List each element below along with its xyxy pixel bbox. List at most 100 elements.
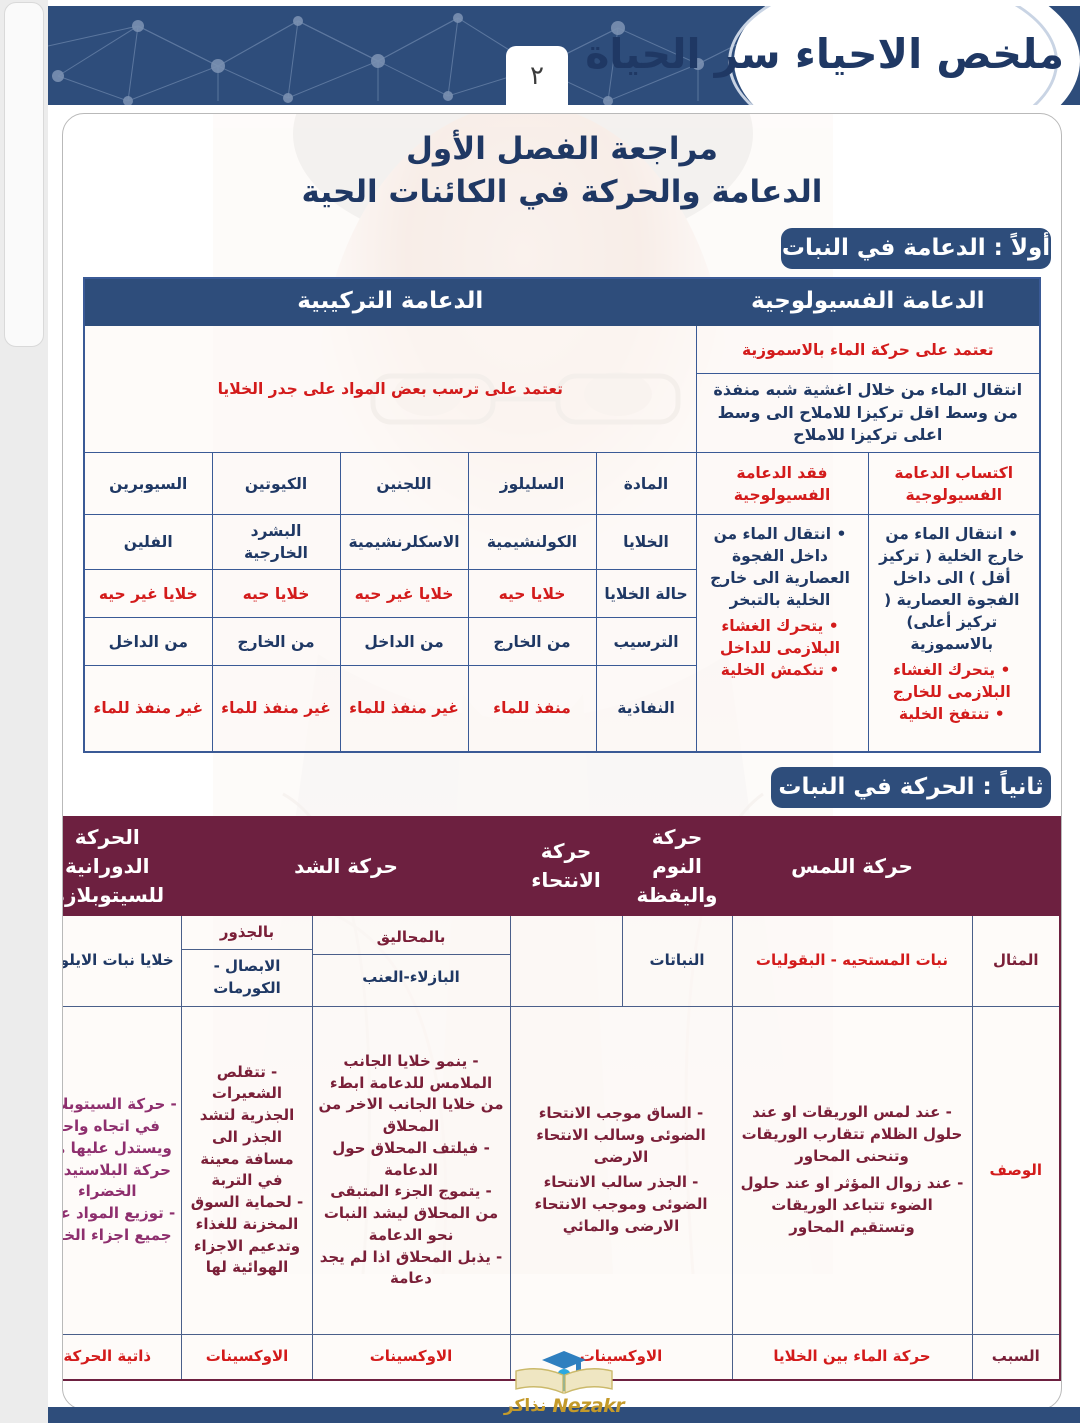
- document-title: مراجعة الفصل الأول الدعامة والحركة في ال…: [63, 114, 1061, 214]
- table2-row-example: المثال نبات المستحيه - البقوليات النباتا…: [63, 914, 1061, 1007]
- desc-touch-0: - عند لمس الوريقات او عند حلول الظلام تت…: [741, 1103, 963, 1165]
- desc-tendrils-2: - يتموج الجزء المتبقى من المحلاق ليشد ال…: [323, 1182, 499, 1244]
- desc-tropism-1: - الجذر سالب الانتحاء الضوئى وموجب الانت…: [534, 1173, 708, 1235]
- cell-substance-suberin: السيوبرين: [83, 452, 213, 516]
- cell-reason-tendrils: الاوكسينات: [311, 1333, 511, 1381]
- cell-perm-epidermis: غير منفذ للماء: [211, 665, 341, 753]
- cell-cells-cork: الفلين: [83, 514, 213, 571]
- row-label-reason: السبب: [971, 1333, 1061, 1381]
- cell-deposit-sclerenchyma: من الداخل: [339, 617, 469, 667]
- cell-desc-cyclosis: - حركة السيتوبلازم في اتجاه واحد ويستدل …: [63, 1005, 183, 1335]
- content-card: مراجعة الفصل الأول الدعامة والحركة في ال…: [62, 113, 1062, 1410]
- desc-tropism-0: - الساق موجب الانتحاء الضوئى وسالب الانت…: [536, 1104, 706, 1166]
- cell-example-touch: نبات المستحيه - البقوليات: [731, 914, 973, 1007]
- cell-reason-cyclosis: ذاتية الحركة: [63, 1333, 183, 1381]
- cell-substance-cutin: الكيوتين: [211, 452, 341, 516]
- banner-title: ملخص الاحياء سر الحياة: [585, 30, 1065, 78]
- cell-cells-collenchyma: الكولنشيمية: [467, 514, 597, 571]
- cell-desc-tropism: - الساق موجب الانتحاء الضوئى وسالب الانت…: [509, 1005, 733, 1335]
- site-logo: Nezakr نذاكر: [479, 1349, 649, 1417]
- table-row-headers: الدعامة الفسيولوجية الدعامة التركيبية: [83, 277, 1041, 327]
- desc-touch-1: - عند زوال المؤثر او عند حلول الضوء تتبا…: [740, 1174, 964, 1236]
- bottom-bar-decoration: [48, 1407, 1080, 1423]
- page-sheet: ملخص الاحياء سر الحياة ٢: [48, 0, 1080, 1423]
- cell-desc-touch: - عند لمس الوريقات او عند حلول الظلام تت…: [731, 1005, 973, 1335]
- section-1-chip: أولاً : الدعامة في النبات: [781, 227, 1051, 269]
- cell-deposit-collenchyma: من الخارج: [467, 617, 597, 667]
- table-row-subheaders: اكتساب الدعامة الفسيولوجية فقد الدعامة ا…: [83, 452, 1041, 516]
- desc-tendrils-3: - يذبل المحلاق اذا لم يجد دعامة: [319, 1247, 503, 1288]
- cell-state-cork: خلايا غير حيه: [83, 569, 213, 619]
- document-title-line1: مراجعة الفصل الأول: [406, 131, 718, 167]
- cell-desc-roots: - تتقلص الشعيرات الجذرية لتشد الجذر الى …: [181, 1005, 313, 1335]
- movement-in-plants-table: حركة اللمس حركة النوم واليقظة حركة الانت…: [63, 815, 1061, 1382]
- logo-name-arabic: نذاكر: [503, 1396, 547, 1416]
- cell-loss-support-header: فقد الدعامة الفسيولوجية: [695, 452, 869, 516]
- cell-perm-cork: غير منفذ للماء: [83, 665, 213, 753]
- cell-reason-roots: الاوكسينات: [181, 1333, 313, 1381]
- row-label-example: المثال: [971, 914, 1061, 1007]
- header-sleep-wake-movement: حركة النوم واليقظة: [621, 816, 733, 916]
- gain-item-2: • تنتفخ الخلية: [898, 705, 1005, 724]
- cell-deposit-epidermis: من الخارج: [211, 617, 341, 667]
- table2-row-headers: حركة اللمس حركة النوم واليقظة حركة الانت…: [63, 816, 1061, 916]
- loss-item-1: • يتحرك الغشاء البلازمى للداخل: [719, 617, 841, 658]
- cell-substance-cellulose: السليلوز: [467, 452, 597, 516]
- header-touch-movement: حركة اللمس: [731, 816, 973, 916]
- tendrils-value: البازلاء-العنب: [362, 968, 460, 987]
- gain-item-1: • يتحرك الغشاء البلازمى للخارج: [892, 661, 1011, 702]
- graduation-book-icon: [515, 1351, 613, 1395]
- cell-example-tropism: [509, 914, 623, 1007]
- document-title-line2: الدعامة والحركة في الكائنات الحية: [301, 173, 823, 210]
- cell-example-roots: بالجذور الابصال - الكورمات: [181, 914, 313, 1007]
- support-in-plants-table: الدعامة الفسيولوجية الدعامة التركيبية تع…: [82, 276, 1042, 753]
- cell-perm-collenchyma: منفذ للماء: [467, 665, 597, 753]
- roots-value: الابصال - الكورمات: [213, 957, 281, 998]
- desc-tendrils-1: - فيلتف المحلاق حول الدعامة: [332, 1138, 490, 1179]
- header-physiological-support: الدعامة الفسيولوجية: [695, 277, 1041, 327]
- table2-row-description: الوصف - عند لمس الوريقات او عند حلول الظ…: [63, 1005, 1061, 1335]
- desc-roots-1: - لحماية السوق المخزنة للغذاء وتدعيم الا…: [190, 1193, 304, 1277]
- tendrils-label: بالمحاليق: [312, 921, 510, 956]
- cell-deposit-cork: من الداخل: [83, 617, 213, 667]
- cell-gain-support-list: • انتقال الماء من خارج الخلية ( تركيز أق…: [867, 514, 1041, 753]
- cell-cells-sclerenchyma: الاسكلرنشيمية: [339, 514, 469, 571]
- cell-gain-support-header: اكتساب الدعامة الفسيولوجية: [867, 452, 1041, 516]
- table2-row-reason: السبب حركة الماء بين الخلايا الاوكسينات …: [63, 1333, 1061, 1381]
- page-number-badge: ٢: [506, 46, 568, 106]
- cell-physiological-basis: تعتمد على حركة الماء بالاسموزية: [695, 325, 1041, 375]
- gain-item-0: • انتقال الماء من خارج الخلية ( تركيز أق…: [879, 525, 1025, 654]
- header-cyclosis-movement: الحركة الدورانية للسيتوبلازم: [63, 816, 183, 916]
- cell-row-label-substance: المادة: [595, 452, 697, 516]
- cell-example-cyclosis: خلايا نبات الايلوديا: [63, 914, 183, 1007]
- table-row-cells: • انتقال الماء من خارج الخلية ( تركيز أق…: [83, 514, 1041, 753]
- cell-state-sclerenchyma: خلايا غير حيه: [339, 569, 469, 619]
- logo-name-latin: Nezakr: [552, 1395, 625, 1417]
- logo-text-row: Nezakr نذاكر: [479, 1395, 649, 1417]
- header-tropism-movement: حركة الانتحاء: [509, 816, 623, 916]
- row-label-description: الوصف: [971, 1005, 1061, 1335]
- loss-item-2: • تنكمش الخلية: [720, 661, 840, 680]
- left-edge-card: [4, 2, 44, 347]
- header-tension-movement: حركة الشد: [181, 816, 511, 916]
- cell-state-collenchyma: خلايا حيه: [467, 569, 597, 619]
- desc-cyclosis-0: - حركة السيتوبلازم في اتجاه واحد ويستدل …: [63, 1095, 177, 1201]
- cell-example-tendrils: بالمحاليق البازلاء-العنب: [311, 914, 511, 1007]
- cell-reason-touch: حركة الماء بين الخلايا: [731, 1333, 973, 1381]
- cell-substance-lignin: اللجنين: [339, 452, 469, 516]
- cell-perm-sclerenchyma: غير منفذ للماء: [339, 665, 469, 753]
- cell-row-label-cells: الخلايا: [595, 514, 697, 571]
- desc-tendrils-0: - ينمو خلايا الجانب الملامس للدعامة ابطء…: [318, 1051, 504, 1136]
- table-row-basis: تعتمد على حركة الماء بالاسموزية تعتمد عل…: [83, 325, 1041, 454]
- cell-row-label-deposit: الترسيب: [595, 617, 697, 667]
- cell-structural-basis: تعتمد على ترسب بعض المواد على جدر الخلاي…: [83, 325, 697, 454]
- desc-roots-0: - تتقلص الشعيرات الجذرية لتشد الجذر الى …: [199, 1062, 295, 1190]
- header-structural-support: الدعامة التركيبية: [83, 277, 697, 327]
- cell-row-label-state: حالة الخلايا: [595, 569, 697, 619]
- header-corner-blank: [971, 816, 1061, 916]
- banner-curve-outline-decoration: [728, 6, 1058, 105]
- desc-cyclosis-1: - توزيع المواد على جميع اجزاء الخلية: [63, 1204, 176, 1244]
- roots-label: بالجذور: [182, 916, 312, 951]
- cell-osmosis-definition: انتقال الماء من خلال اغشية شبه منفذة من …: [695, 373, 1041, 454]
